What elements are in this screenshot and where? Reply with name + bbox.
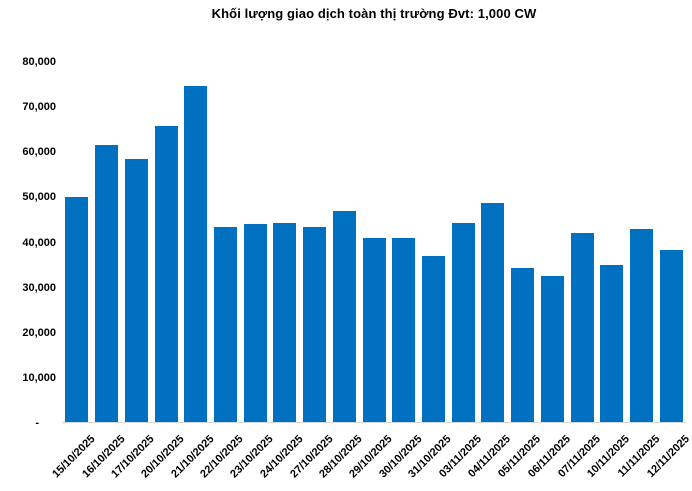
- y-tick-label: 50,000: [22, 191, 56, 204]
- bar-slot: [270, 62, 300, 422]
- bar-slot: [656, 62, 686, 422]
- chart-title: Khối lượng giao dịch toàn thị trường Đvt…: [211, 6, 537, 21]
- x-slot: 30/10/2025: [377, 424, 424, 491]
- x-slot: 17/10/2025: [109, 424, 156, 491]
- x-slot: 05/11/2025: [496, 424, 543, 491]
- x-slot: 23/10/2025: [228, 424, 275, 491]
- bar-slot: [478, 62, 508, 422]
- bar-23/10/2025: [243, 224, 267, 422]
- bar-slot: [62, 62, 92, 422]
- bars-area: [62, 62, 686, 422]
- bar-slot: [92, 62, 122, 422]
- bar-slot: [300, 62, 330, 422]
- y-tick-label: 60,000: [22, 146, 56, 159]
- x-slot: 12/11/2025: [645, 424, 692, 491]
- bar-slot: [567, 62, 597, 422]
- y-axis: - 10,000 20,000 30,000 40,000 50,000 60,000 70,…: [0, 0, 56, 491]
- bar-slot: [389, 62, 419, 422]
- bar-slot: [329, 62, 359, 422]
- bar-03/11/2025: [451, 222, 475, 422]
- x-slot: 03/11/2025: [437, 424, 484, 491]
- x-slot: 04/11/2025: [466, 424, 513, 491]
- bar-06/11/2025: [540, 275, 564, 422]
- y-tick-label: 20,000: [22, 326, 56, 339]
- bar-16/10/2025: [95, 145, 119, 422]
- y-tick-label: -: [35, 417, 39, 429]
- bar-slot: [240, 62, 270, 422]
- bar-30/10/2025: [392, 237, 416, 422]
- bar-slot: [359, 62, 389, 422]
- bar-20/10/2025: [154, 125, 178, 422]
- bar-slot: [151, 62, 181, 422]
- x-slot: 27/10/2025: [288, 424, 335, 491]
- plot-area: [62, 62, 686, 423]
- bar-31/10/2025: [421, 256, 445, 422]
- bar-slot: [181, 62, 211, 422]
- bar-10/11/2025: [600, 264, 624, 422]
- bar-07/11/2025: [570, 233, 594, 422]
- bar-slot: [448, 62, 478, 422]
- bar-04/11/2025: [481, 202, 505, 422]
- bar-05/11/2025: [511, 267, 535, 422]
- x-slot: 11/11/2025: [615, 424, 662, 491]
- x-slot: 20/10/2025: [139, 424, 186, 491]
- y-tick-label: 10,000: [22, 371, 56, 384]
- bar-slot: [508, 62, 538, 422]
- bar-12/11/2025: [659, 249, 683, 422]
- bar-28/10/2025: [332, 210, 356, 422]
- x-slot: 06/11/2025: [526, 424, 573, 491]
- y-tick-label: 40,000: [22, 236, 56, 249]
- bar-29/10/2025: [362, 238, 386, 422]
- x-slot: 16/10/2025: [80, 424, 127, 491]
- y-tick-label: 80,000: [22, 56, 56, 68]
- x-slot: 10/11/2025: [585, 424, 632, 491]
- x-slot: 29/10/2025: [347, 424, 394, 491]
- bar-slot: [627, 62, 657, 422]
- bar-slot: [538, 62, 568, 422]
- bar-slot: [419, 62, 449, 422]
- x-slot: 28/10/2025: [317, 424, 364, 491]
- x-axis: 15/10/2025 16/10/2025 17/10/2025 20/10/2025…: [50, 424, 692, 491]
- x-slot: 21/10/2025: [169, 424, 216, 491]
- bar-21/10/2025: [184, 85, 208, 422]
- x-slot: 22/10/2025: [199, 424, 246, 491]
- x-slot: 31/10/2025: [407, 424, 454, 491]
- bar-17/10/2025: [124, 158, 148, 422]
- y-tick-label: 70,000: [22, 101, 56, 114]
- bar-15/10/2025: [65, 197, 89, 422]
- bar-24/10/2025: [273, 222, 297, 422]
- bar-slot: [597, 62, 627, 422]
- x-slot: 07/11/2025: [556, 424, 603, 491]
- bar-27/10/2025: [303, 226, 327, 422]
- y-tick-label: 30,000: [22, 281, 56, 294]
- x-slot: 24/10/2025: [258, 424, 305, 491]
- bar-slot: [211, 62, 241, 422]
- x-slot: 15/10/2025: [50, 424, 97, 491]
- bar-22/10/2025: [213, 226, 237, 422]
- bar-slot: [121, 62, 151, 422]
- bar-11/11/2025: [630, 229, 654, 422]
